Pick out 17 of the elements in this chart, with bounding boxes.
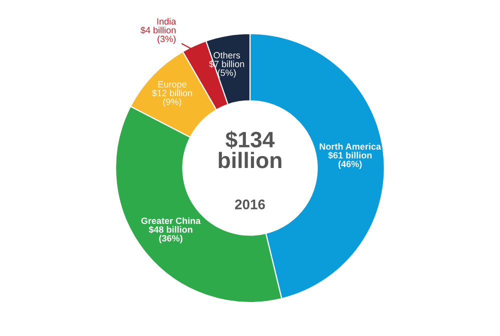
slice-label: Greater China <box>141 217 201 224</box>
slice-label: Europe <box>158 81 186 90</box>
data-label: $61 billion <box>328 152 372 160</box>
slice-label: Others <box>214 52 240 58</box>
slice-label: North America <box>320 143 382 150</box>
data-label: $4 billion <box>140 26 176 34</box>
slice-label: India <box>157 18 176 25</box>
text: (5%) <box>218 69 236 78</box>
text: (3%) <box>158 35 176 44</box>
text: 2016 <box>235 200 265 210</box>
text: (46%) <box>338 160 362 169</box>
data-label: $12 billion <box>152 89 192 97</box>
text: $134 billion <box>218 130 282 168</box>
text: (36%) <box>159 234 182 244</box>
data-label: $7 billion <box>209 60 244 68</box>
data-label: $48 billion <box>148 226 192 234</box>
text: (9%) <box>163 98 182 107</box>
